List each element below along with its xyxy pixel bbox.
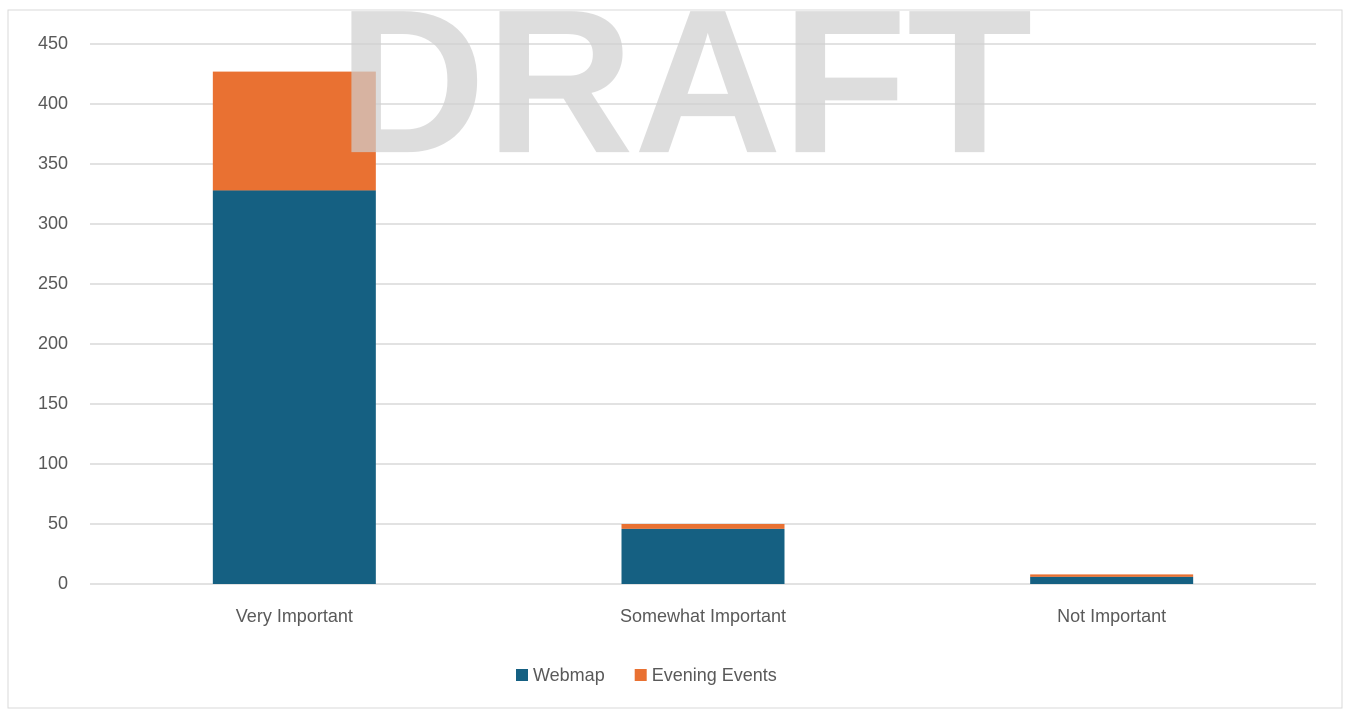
x-tick-label: Somewhat Important bbox=[620, 606, 786, 626]
bar-segment bbox=[212, 190, 376, 584]
y-tick-label: 350 bbox=[38, 153, 68, 173]
y-tick-label: 400 bbox=[38, 93, 68, 113]
y-tick-label: 450 bbox=[38, 33, 68, 53]
bar-segment bbox=[212, 71, 376, 191]
bar-segment bbox=[621, 528, 785, 584]
legend-label: Evening Events bbox=[652, 665, 777, 685]
y-tick-label: 100 bbox=[38, 453, 68, 473]
legend-label: Webmap bbox=[533, 665, 605, 685]
bar-segment bbox=[1030, 576, 1194, 584]
y-tick-label: 0 bbox=[58, 573, 68, 593]
y-tick-label: 200 bbox=[38, 333, 68, 353]
y-tick-label: 150 bbox=[38, 393, 68, 413]
legend-swatch bbox=[634, 669, 647, 681]
bar-segment bbox=[621, 524, 785, 529]
bar-segment bbox=[1030, 574, 1194, 577]
y-tick-label: 50 bbox=[48, 513, 68, 533]
watermark: DRAFT bbox=[338, 0, 1033, 196]
legend-swatch bbox=[516, 669, 528, 681]
x-tick-label: Very Important bbox=[236, 606, 353, 626]
x-tick-label: Not Important bbox=[1057, 606, 1166, 626]
y-tick-label: 300 bbox=[38, 213, 68, 233]
y-tick-label: 250 bbox=[38, 273, 68, 293]
